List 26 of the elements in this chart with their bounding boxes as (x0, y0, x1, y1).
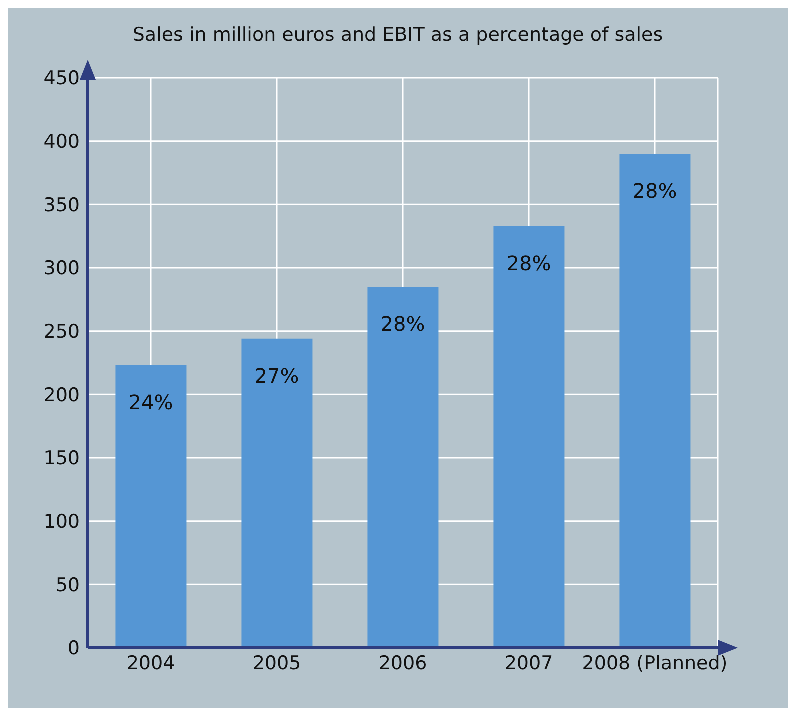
annotation: 24% (128, 390, 174, 415)
bar (494, 226, 565, 648)
y-tick-label: 450 (44, 68, 80, 90)
y-tick-label: 150 (44, 448, 80, 470)
annotation: 28% (506, 251, 552, 276)
x-tick-label: 2007 (504, 652, 554, 674)
bar (242, 338, 313, 648)
x-tick-label: 2005 (252, 652, 302, 674)
y-tick-label: 50 (56, 574, 80, 596)
bar (116, 366, 187, 648)
annotation: 27% (254, 364, 300, 388)
y-tick-label: 100 (44, 511, 80, 534)
y-tick-label: 250 (44, 321, 80, 344)
y-tick-label: 0 (68, 638, 80, 660)
x-tick-label: 2006 (378, 652, 428, 674)
bar (620, 154, 691, 648)
chart-title: Sales in million euros and EBIT as a percentage of sales (132, 24, 664, 46)
y-tick-label: 300 (44, 258, 80, 280)
y-tick-label: 350 (44, 194, 80, 216)
x-tick-label: 2004 (126, 652, 176, 674)
x-tick-label: 2008 (Planned) (582, 652, 728, 674)
annotation: 28% (380, 312, 426, 336)
annotation: 28% (632, 179, 678, 204)
y-tick-label: 200 (44, 384, 80, 406)
y-tick-label: 400 (44, 131, 80, 154)
bar (368, 287, 439, 648)
